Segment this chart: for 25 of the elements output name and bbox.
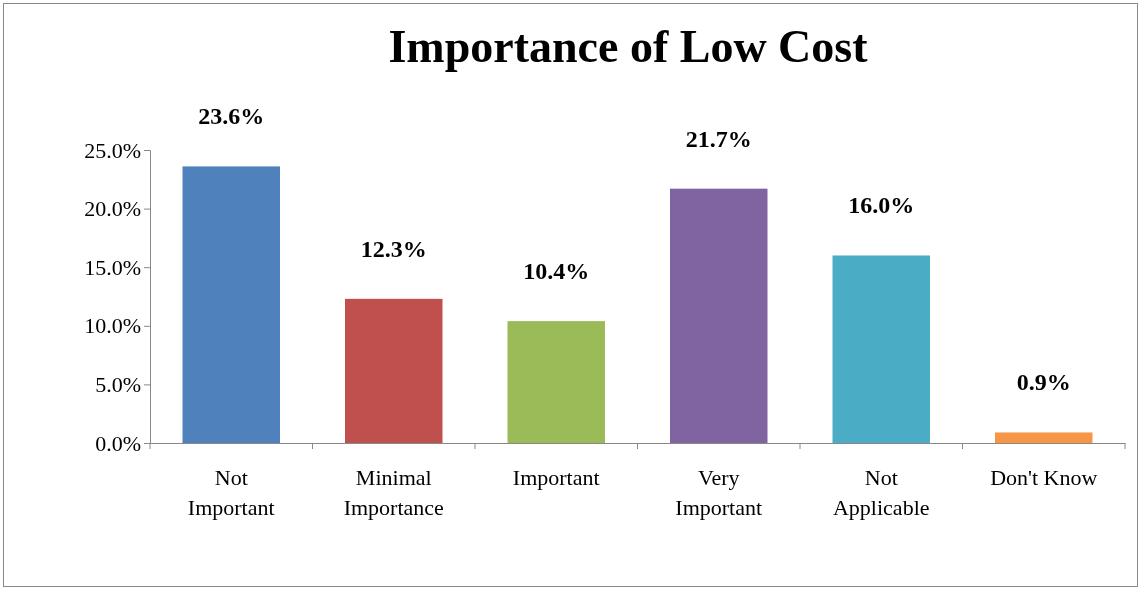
x-tick-label: Very Important — [675, 465, 763, 520]
data-label: 21.7% — [685, 125, 752, 152]
bar — [670, 188, 768, 443]
data-label: 23.6% — [198, 103, 265, 130]
y-tick-label: 20.0% — [84, 196, 141, 222]
x-tick-label: Don't Know — [990, 465, 1098, 490]
data-label: 0.9% — [1016, 369, 1071, 396]
x-tick-label: Minimal Importance — [343, 465, 444, 520]
data-label: 12.3% — [360, 235, 427, 262]
data-label: 10.4% — [523, 258, 590, 285]
y-tick-label: 25.0% — [84, 137, 141, 163]
y-tick-label: 5.0% — [95, 371, 141, 397]
y-tick-label: 10.0% — [84, 313, 141, 339]
bar — [832, 255, 930, 443]
bar — [507, 321, 605, 443]
bar — [345, 298, 443, 443]
chart-title: Importance of Low Cost — [388, 21, 869, 72]
y-tick-label: 15.0% — [84, 254, 141, 280]
bar — [182, 166, 280, 443]
data-label: 16.0% — [848, 192, 915, 219]
x-tick-label: Not Applicable — [832, 465, 930, 520]
x-tick-label: Not Important — [187, 465, 275, 520]
x-tick-label: Important — [512, 465, 600, 490]
bar — [995, 432, 1093, 443]
y-tick-label: 0.0% — [95, 430, 141, 456]
